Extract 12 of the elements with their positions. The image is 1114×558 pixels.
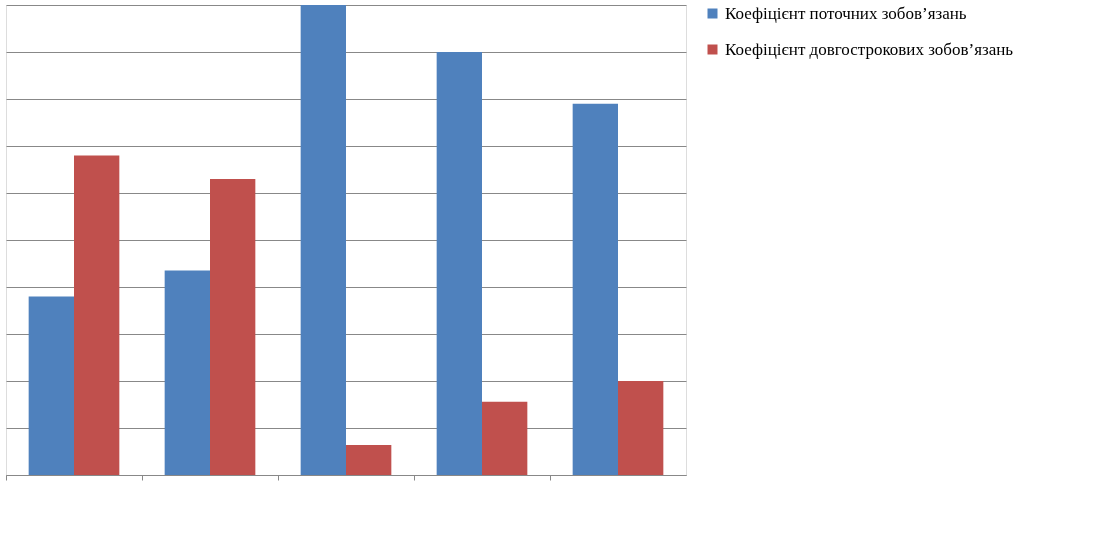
bar xyxy=(572,103,618,475)
bar xyxy=(74,155,120,475)
legend-label: Коефіцієнт поточних зобов’язань xyxy=(725,3,967,23)
bar xyxy=(164,270,210,475)
bar xyxy=(436,52,482,475)
bar xyxy=(482,401,528,475)
bar xyxy=(300,5,346,475)
bar xyxy=(346,444,392,475)
bar xyxy=(618,381,664,475)
bar xyxy=(210,178,256,475)
legend-label: Коефіцієнт довгострокових зобов’язань xyxy=(725,39,1014,59)
bar xyxy=(28,296,74,475)
